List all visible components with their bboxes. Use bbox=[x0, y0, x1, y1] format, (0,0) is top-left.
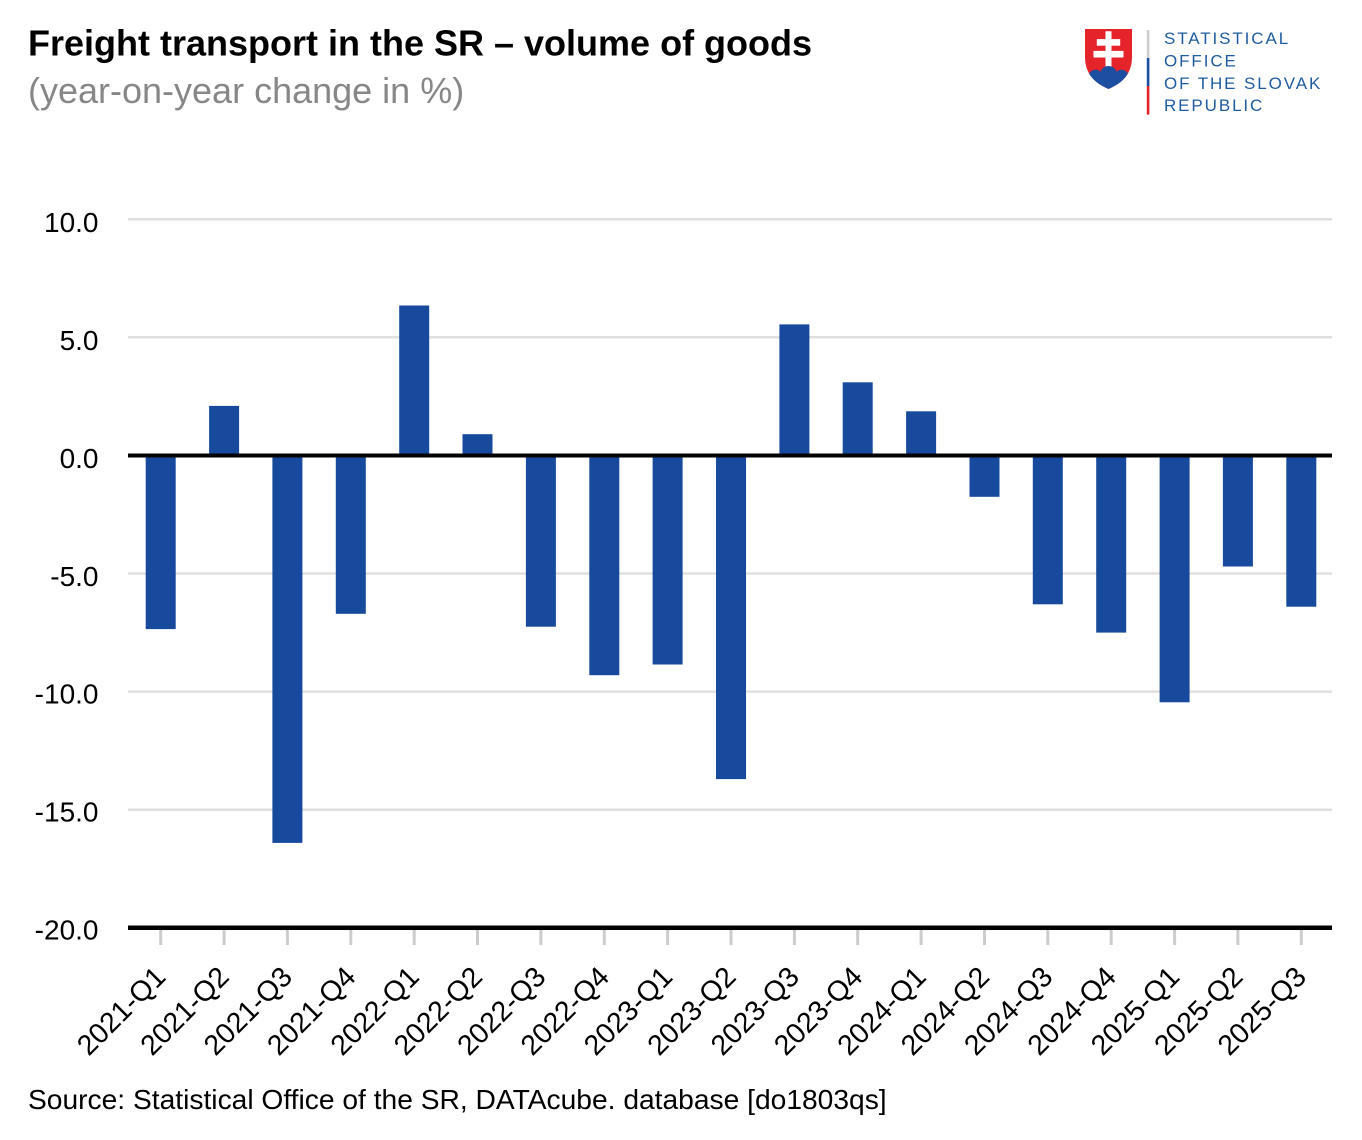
svg-text:STATISTICAL: STATISTICAL bbox=[1164, 29, 1290, 48]
svg-text:-5.0: -5.0 bbox=[50, 561, 98, 592]
svg-text:Freight transport in the SR –: Freight transport in the SR – volume of … bbox=[28, 23, 812, 64]
svg-text:10.0: 10.0 bbox=[44, 207, 99, 238]
svg-text:-10.0: -10.0 bbox=[35, 679, 99, 710]
svg-text:OFFICE: OFFICE bbox=[1164, 51, 1238, 70]
svg-text:0.0: 0.0 bbox=[60, 443, 99, 474]
svg-text:-15.0: -15.0 bbox=[35, 797, 99, 828]
svg-text:REPUBLIC: REPUBLIC bbox=[1164, 96, 1264, 115]
svg-text:OF THE SLOVAK: OF THE SLOVAK bbox=[1164, 74, 1322, 93]
svg-text:(year-on-year change in %): (year-on-year change in %) bbox=[28, 70, 464, 111]
svg-text:-20.0: -20.0 bbox=[35, 915, 99, 946]
svg-text:Source: Statistical Office of: Source: Statistical Office of the SR, DA… bbox=[28, 1083, 887, 1115]
svg-text:5.0: 5.0 bbox=[60, 325, 99, 356]
